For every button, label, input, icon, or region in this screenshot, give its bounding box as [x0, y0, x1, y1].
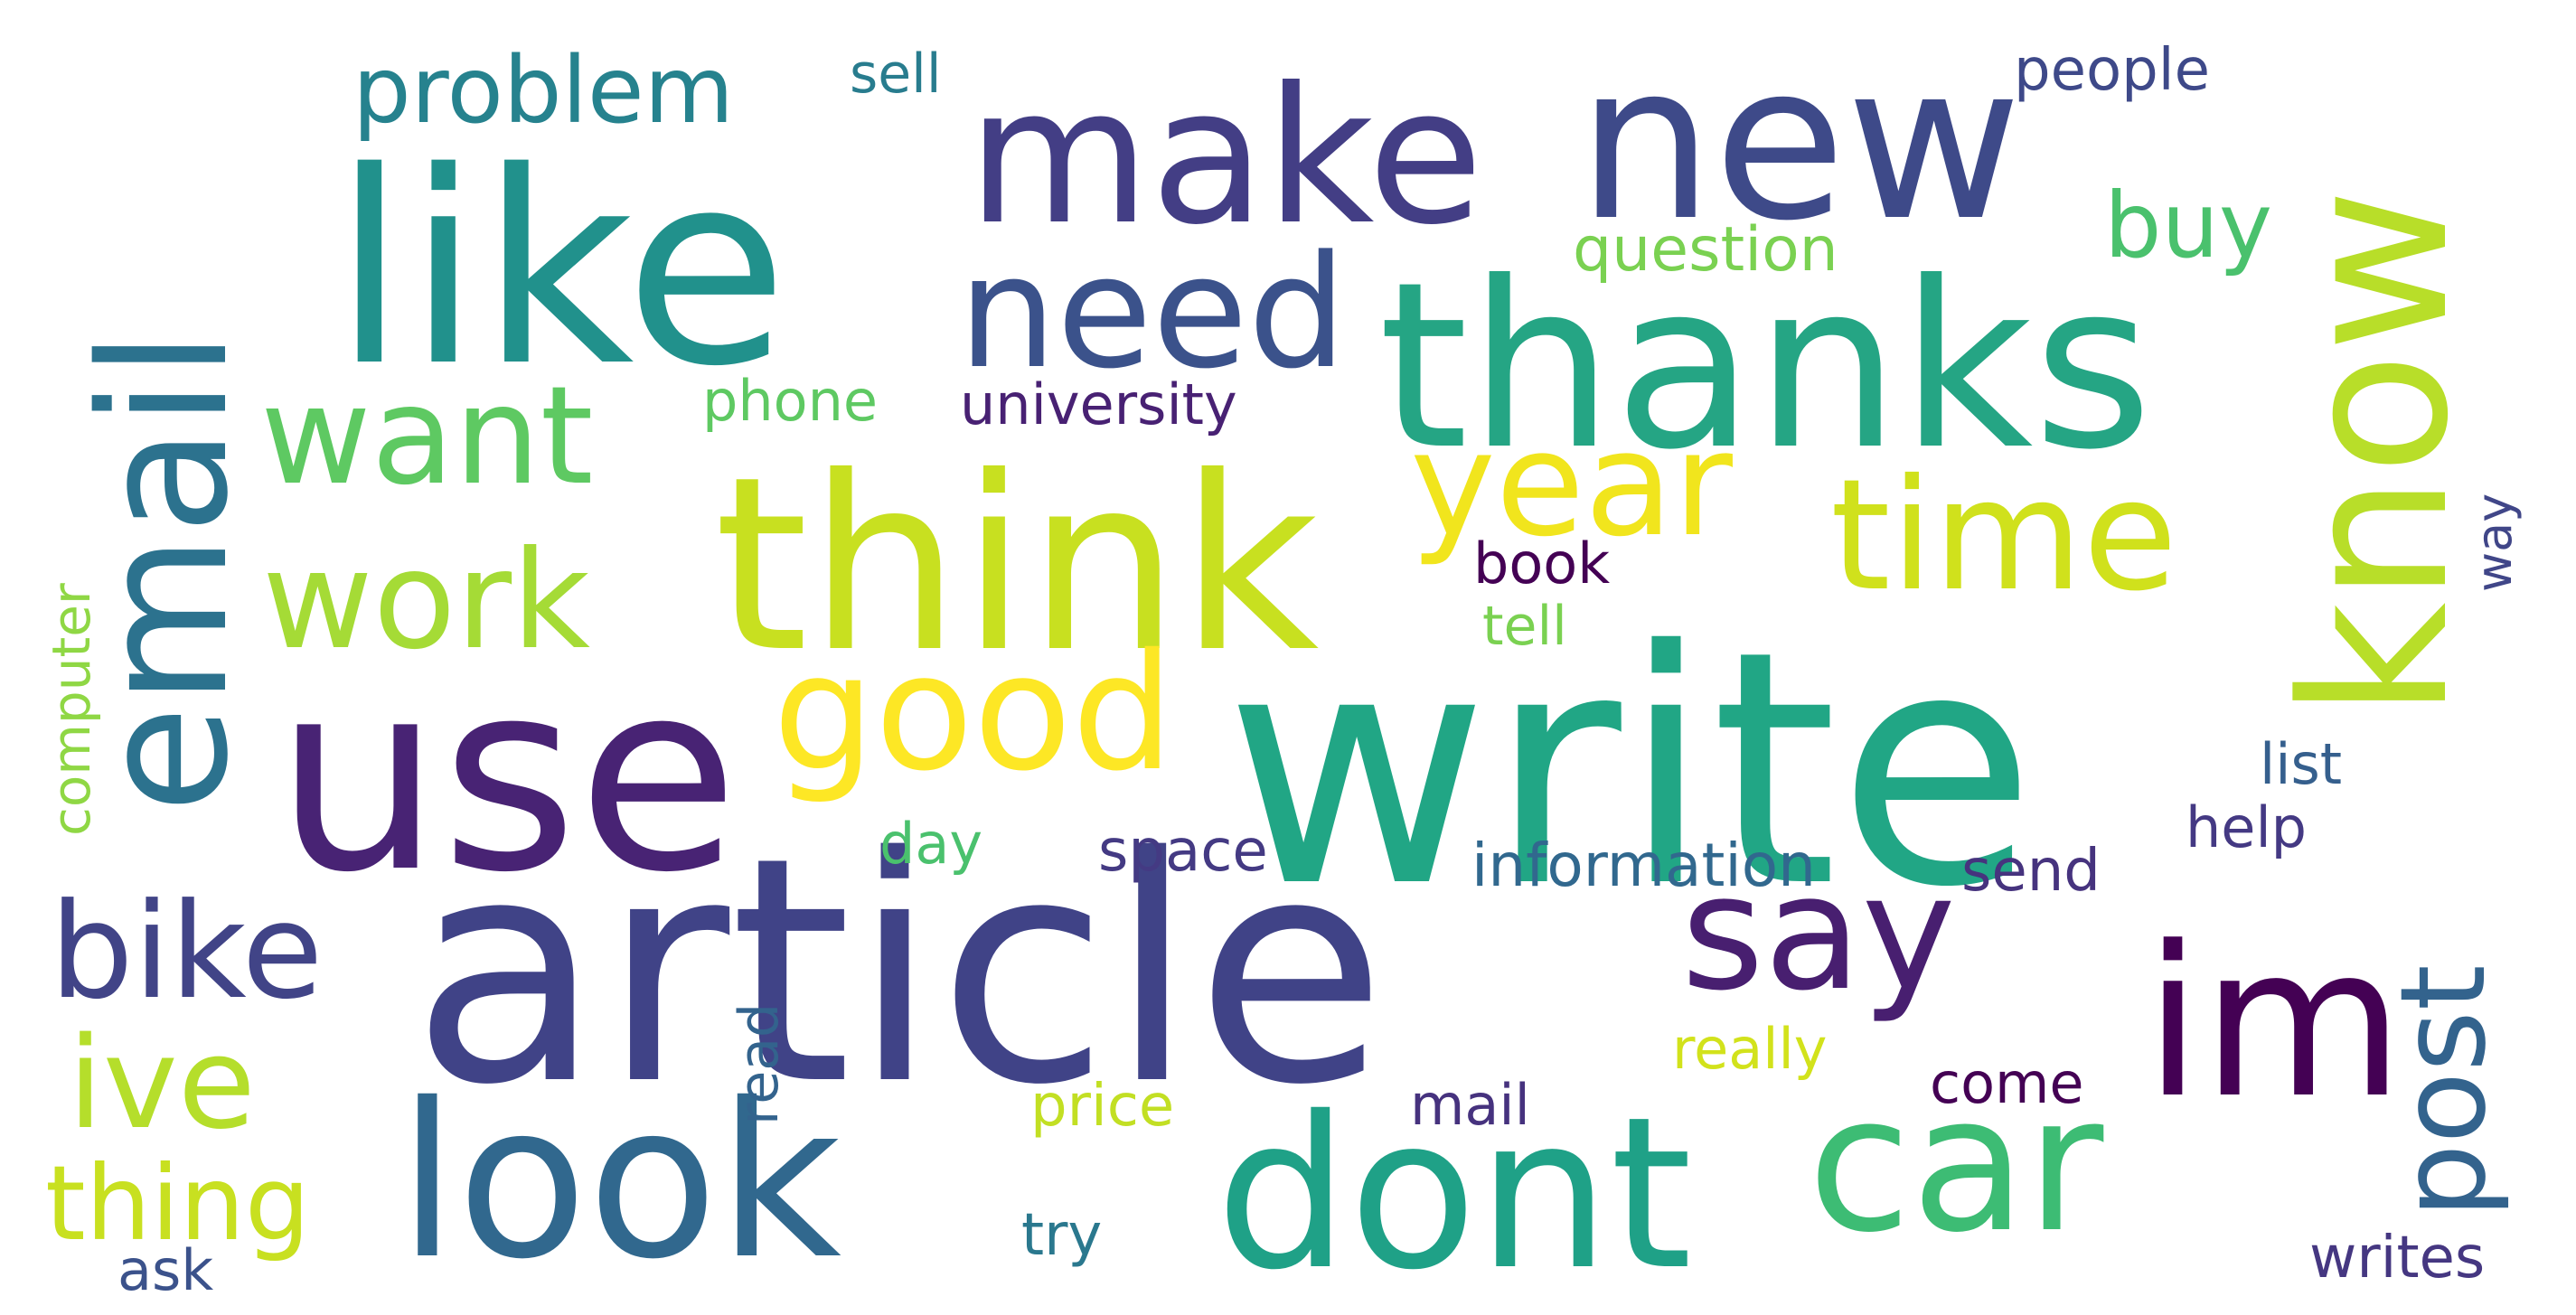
word-day: day [879, 811, 983, 877]
word-come: come [1930, 1050, 2084, 1116]
word-post: post [2374, 964, 2512, 1218]
word-ive: ive [68, 1010, 256, 1158]
word-sell: sell [850, 42, 942, 106]
word-im: im [2144, 903, 2404, 1144]
word-list: list [2260, 731, 2343, 797]
word-look: look [398, 1057, 842, 1306]
word-like: like [333, 116, 789, 425]
word-new: new [1577, 18, 2022, 268]
word-email: email [62, 329, 267, 813]
word-think: think [714, 425, 1320, 705]
word-want: want [260, 358, 594, 515]
word-time: time [1830, 446, 2178, 625]
word-send: send [1961, 838, 2101, 905]
word-thanks: thanks [1378, 232, 2153, 500]
word-mail: mail [1410, 1072, 1530, 1138]
word-article: article [411, 792, 1387, 1153]
word-write: write [1225, 583, 2036, 958]
word-computer: computer [41, 583, 102, 836]
word-buy: buy [2104, 173, 2273, 278]
word-need: need [958, 221, 1347, 403]
word-space: space [1098, 818, 1268, 885]
word-help: help [2186, 794, 2308, 860]
word-try: try [1021, 1202, 1103, 1269]
word-make: make [967, 48, 1484, 267]
word-say: say [1681, 841, 1956, 1026]
word-use: use [275, 625, 739, 930]
word-car: car [1808, 1056, 2104, 1274]
word-phone: phone [702, 368, 879, 434]
word-people: people [2014, 37, 2210, 104]
word-tell: tell [1482, 595, 1567, 658]
word-dont: dont [1216, 1072, 1693, 1315]
word-university: university [960, 371, 1237, 437]
word-thing: thing [45, 1143, 311, 1263]
word-year: year [1410, 399, 1733, 568]
word-problem: problem [353, 37, 735, 145]
word-way: way [2466, 493, 2523, 592]
word-writes: writes [2309, 1225, 2486, 1292]
word-question: question [1573, 214, 1838, 286]
word-know[interactable]: know [2260, 188, 2493, 719]
word-good: good [773, 619, 1174, 806]
word-really: really [1672, 1016, 1828, 1082]
word-ask: ask [118, 1237, 214, 1303]
word-read: read [728, 1002, 791, 1125]
word-price: price [1030, 1073, 1175, 1140]
word-information: information [1471, 831, 1816, 900]
word-bike: bike [50, 875, 324, 1029]
word-work: work [262, 522, 590, 680]
word-book: book [1473, 531, 1611, 596]
